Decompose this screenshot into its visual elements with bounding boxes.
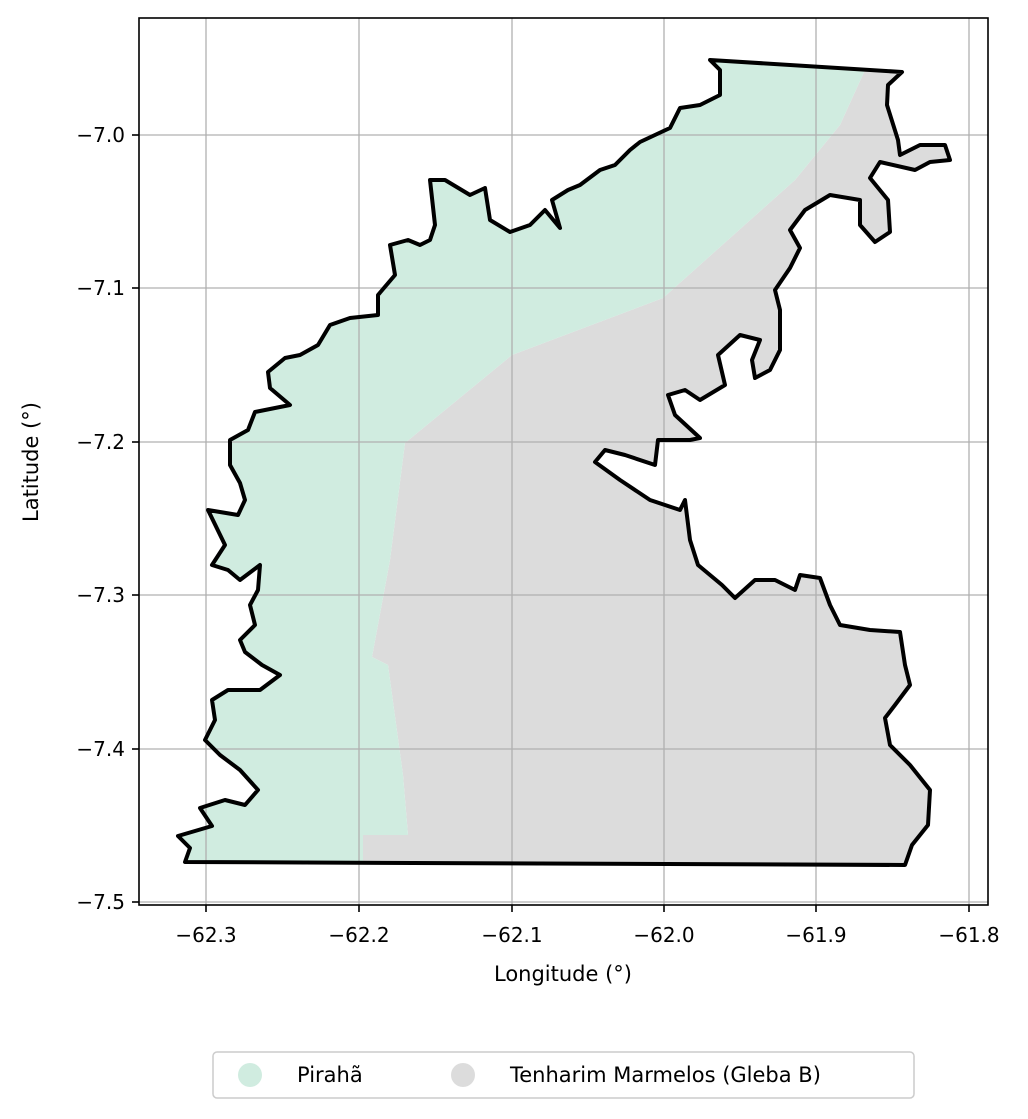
- territory-piraha: [178, 60, 865, 862]
- x-tick-label: −62.3: [175, 923, 236, 947]
- y-ticks: [132, 134, 139, 903]
- territory-fills: [178, 60, 950, 865]
- territory-boundary: [176, 58, 952, 867]
- y-tick-labels: −7.0 −7.1 −7.2 −7.3 −7.4 −7.5: [76, 123, 125, 914]
- legend: Pirahã Tenharim Marmelos (Gleba B): [212, 1051, 915, 1099]
- x-ticks: [205, 905, 970, 912]
- y-tick-label: −7.2: [76, 430, 125, 454]
- y-tick-label: −7.0: [76, 123, 125, 147]
- legend-frame: [212, 1051, 915, 1099]
- x-axis-label: Longitude (°): [494, 962, 632, 986]
- y-tick-label: −7.3: [76, 583, 125, 607]
- territory-tenharim-marmelos: [363, 70, 950, 865]
- y-tick-label: −7.1: [76, 276, 125, 300]
- legend-marker-piraha: [238, 1063, 262, 1087]
- x-tick-label: −62.0: [633, 923, 694, 947]
- y-axis-label: Latitude (°): [19, 402, 43, 522]
- x-tick-label: −61.8: [938, 923, 999, 947]
- legend-marker-tenharim: [451, 1063, 475, 1087]
- x-tick-label: −61.9: [785, 923, 846, 947]
- x-tick-label: −62.1: [481, 923, 542, 947]
- plot-frame: [138, 17, 989, 906]
- legend-label-tenharim: Tenharim Marmelos (Gleba B): [509, 1063, 821, 1087]
- y-tick-label: −7.4: [76, 737, 125, 761]
- gridlines: [139, 18, 988, 905]
- legend-label-piraha: Pirahã: [297, 1063, 363, 1087]
- y-tick-label: −7.5: [76, 890, 125, 914]
- x-tick-labels: −62.3 −62.2 −62.1 −62.0 −61.9 −61.8: [175, 923, 999, 947]
- x-tick-label: −62.2: [328, 923, 389, 947]
